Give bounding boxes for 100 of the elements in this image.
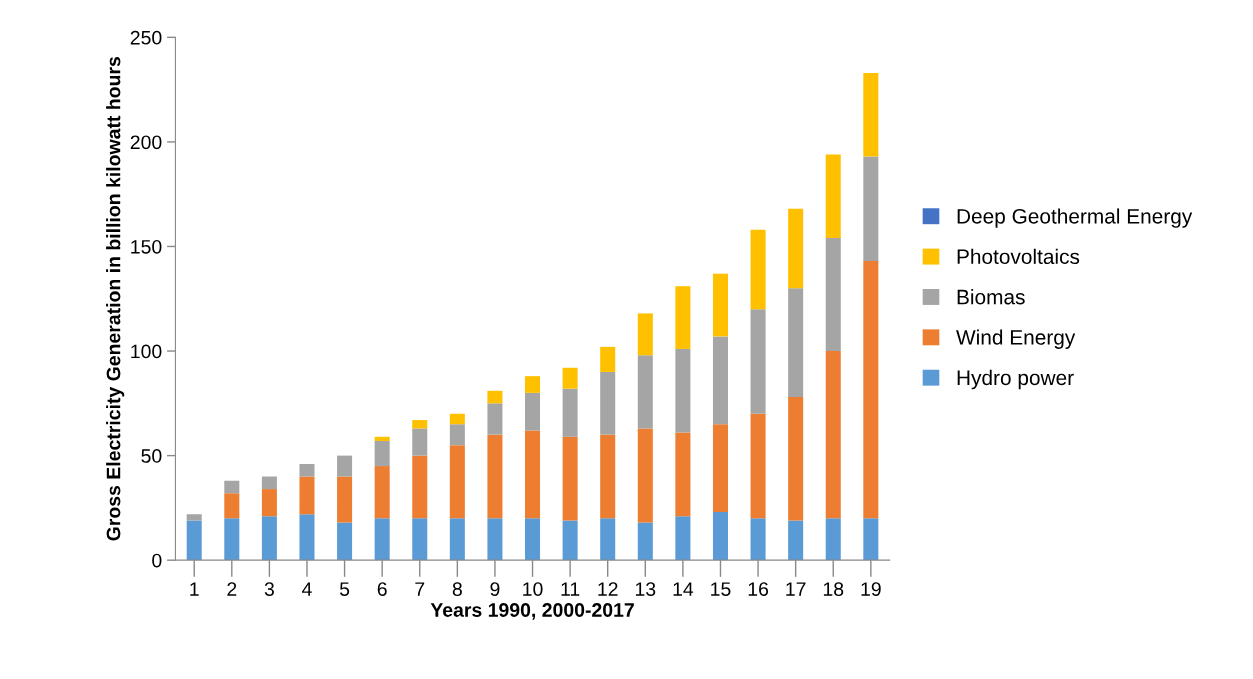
bar — [712, 424, 728, 513]
bar — [562, 367, 578, 389]
bar — [525, 518, 541, 561]
x-tick-label: 8 — [452, 582, 462, 596]
bar — [224, 493, 240, 519]
x-tick-label: 12 — [598, 582, 618, 596]
bar — [712, 512, 728, 561]
bar — [750, 413, 766, 519]
bar — [562, 436, 578, 521]
bar — [600, 434, 616, 519]
bar — [863, 518, 879, 561]
bar — [449, 445, 465, 519]
bar — [750, 309, 766, 414]
bar — [337, 455, 353, 477]
x-axis-title: Years 1990, 2000-2017 — [430, 603, 634, 620]
bar — [261, 476, 277, 490]
bar — [863, 72, 879, 157]
bar — [261, 489, 277, 517]
bar — [600, 518, 616, 561]
bar — [825, 351, 841, 519]
bar — [374, 440, 390, 467]
x-tick-label: 14 — [673, 582, 694, 596]
bar — [525, 376, 541, 393]
x-tick-label: 5 — [339, 582, 350, 596]
bar — [675, 432, 691, 517]
bar — [186, 520, 202, 561]
bar — [299, 463, 315, 477]
bar — [675, 286, 691, 349]
bar — [337, 522, 353, 561]
bar — [412, 428, 428, 456]
bar — [224, 480, 240, 494]
x-tick-label: 10 — [523, 582, 543, 596]
bar — [712, 273, 728, 337]
bar — [337, 476, 353, 523]
bar — [374, 518, 390, 561]
bar — [562, 520, 578, 561]
x-tick-label: 17 — [786, 582, 806, 596]
y-tick-label: 100 — [131, 344, 162, 359]
y-tick-label: 200 — [130, 135, 162, 150]
x-tick-label: 16 — [748, 582, 769, 596]
bar — [637, 355, 653, 429]
x-tick-label: 18 — [823, 582, 844, 596]
legend-label: Wind Energy — [956, 329, 1076, 349]
x-tick-label: 1 — [190, 582, 199, 596]
y-tick-label: 0 — [152, 553, 162, 568]
bar — [788, 397, 804, 521]
bar — [788, 208, 804, 289]
bar — [449, 413, 465, 425]
bar — [750, 518, 766, 561]
bar — [412, 455, 428, 519]
bar — [675, 348, 691, 433]
bar — [600, 371, 616, 435]
bar — [224, 518, 240, 561]
y-tick-label: 50 — [141, 449, 162, 463]
bar — [299, 514, 315, 561]
x-tick-label: 7 — [415, 582, 425, 596]
bar — [712, 336, 728, 425]
bar — [825, 154, 841, 239]
y-tick-label: 250 — [130, 30, 162, 45]
bar — [186, 514, 202, 521]
x-tick-label: 4 — [302, 582, 312, 596]
bar — [750, 229, 766, 310]
bar — [487, 434, 503, 519]
bar — [863, 261, 879, 519]
bar — [637, 522, 653, 561]
y-axis-title: Gross Electricity Generation in billion kilowatt hours — [106, 56, 125, 541]
legend-label: Hydro power — [957, 369, 1074, 390]
bar — [562, 388, 578, 437]
x-tick-label: 11 — [561, 582, 580, 596]
legend-label: Biomas — [957, 289, 1025, 305]
bar — [675, 516, 691, 561]
bar — [487, 390, 503, 404]
bar — [299, 476, 315, 515]
bar — [261, 516, 277, 561]
bar — [487, 403, 503, 435]
legend-label: Deep Geothermal Energy — [957, 208, 1193, 228]
bar — [600, 346, 616, 372]
x-tick-label: 9 — [490, 582, 500, 596]
bar — [449, 424, 465, 446]
x-tick-label: 19 — [861, 582, 881, 596]
bar — [412, 518, 428, 561]
x-tick-label: 2 — [227, 582, 237, 596]
x-tick-label: 6 — [377, 582, 387, 596]
bar — [825, 238, 841, 352]
bar — [374, 436, 390, 441]
bar — [487, 518, 503, 561]
bar — [374, 466, 390, 519]
bar — [788, 520, 804, 561]
bar — [525, 392, 541, 431]
bar — [825, 518, 841, 561]
y-tick-label: 150 — [131, 239, 162, 254]
x-tick-label: 15 — [711, 582, 731, 596]
x-tick-label: 13 — [635, 582, 656, 596]
bar — [863, 156, 879, 262]
bar — [412, 420, 428, 429]
bar — [525, 430, 541, 519]
bar — [637, 428, 653, 523]
bar — [637, 313, 653, 356]
x-tick-label: 3 — [264, 582, 274, 596]
bar — [449, 518, 465, 561]
